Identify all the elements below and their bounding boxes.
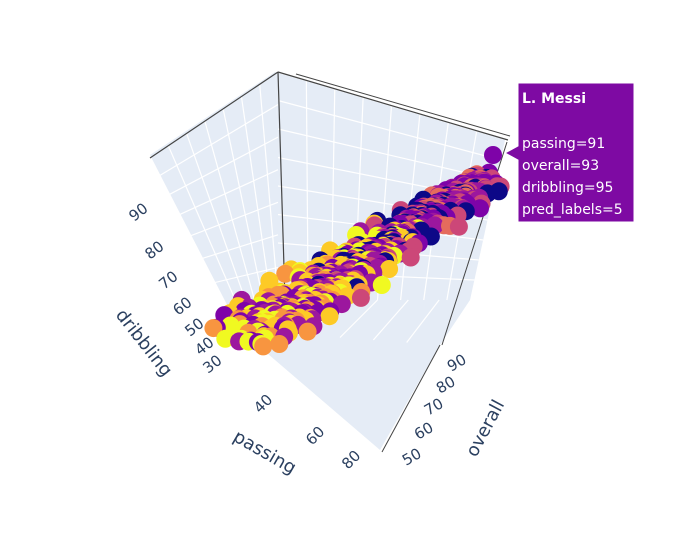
- gridline: [277, 128, 497, 181]
- hover-line: overall=93: [522, 158, 599, 174]
- overall-tick: 70: [421, 394, 447, 419]
- data-point-highlighted[interactable]: [484, 146, 502, 164]
- gridline: [167, 145, 247, 326]
- gridline: [406, 299, 440, 343]
- data-point[interactable]: [449, 217, 468, 236]
- data-point[interactable]: [270, 335, 289, 353]
- floor-wall: [240, 300, 470, 450]
- data-point[interactable]: [216, 329, 235, 348]
- gridline: [339, 299, 378, 338]
- hover-tooltip-background: [503, 82, 635, 223]
- hover-player-name: L. Messi: [522, 91, 586, 107]
- data-point[interactable]: [276, 264, 295, 283]
- dribbling-tick: 90: [125, 199, 151, 225]
- edge-right-bottom: [381, 344, 441, 453]
- gridline: [149, 104, 279, 182]
- dribbling-tick: 80: [141, 237, 167, 263]
- data-point[interactable]: [351, 288, 370, 307]
- overall-tick: 50: [399, 444, 425, 469]
- gridline: [222, 108, 267, 313]
- data-point[interactable]: [320, 307, 339, 326]
- overall-tick: 60: [411, 418, 437, 443]
- passing-tick: 40: [250, 391, 276, 417]
- gridline: [204, 120, 260, 318]
- gridline: [149, 201, 279, 252]
- overall-axis-title: overall: [462, 396, 509, 460]
- data-point[interactable]: [372, 276, 391, 294]
- data-points: [204, 146, 510, 356]
- passing-axis-title: passing: [230, 426, 300, 479]
- gridline: [149, 169, 279, 229]
- edge-top-right-2: [295, 73, 511, 137]
- dribbling-tick: 70: [155, 267, 181, 293]
- edge-vertical: [277, 71, 286, 301]
- dribbling-tick: 60: [169, 293, 195, 319]
- edge-top-right: [277, 71, 509, 141]
- hover-line: passing=91: [522, 136, 605, 152]
- data-point[interactable]: [471, 199, 489, 218]
- gridline: [149, 136, 279, 206]
- gridline: [186, 133, 254, 322]
- data-point[interactable]: [380, 260, 399, 278]
- data-point[interactable]: [204, 319, 223, 338]
- dribbling-axis-title: dribbling: [111, 305, 177, 381]
- passing-tick: 80: [338, 447, 364, 473]
- edge-top-left: [149, 71, 279, 159]
- data-point[interactable]: [254, 337, 273, 356]
- gridline: [372, 299, 409, 341]
- hover-tooltip: L. Messi passing=91 overall=93 dribbling…: [503, 82, 635, 223]
- hover-line: pred_labels=5: [522, 202, 623, 218]
- overall-tick: 90: [444, 350, 470, 375]
- hover-line: dribbling=95: [522, 180, 613, 196]
- gridline: [149, 266, 279, 299]
- gridline: [149, 234, 279, 276]
- passing-tick: 60: [302, 423, 328, 449]
- back-wall-left: [150, 72, 285, 330]
- data-point[interactable]: [298, 322, 317, 341]
- data-point[interactable]: [401, 248, 420, 267]
